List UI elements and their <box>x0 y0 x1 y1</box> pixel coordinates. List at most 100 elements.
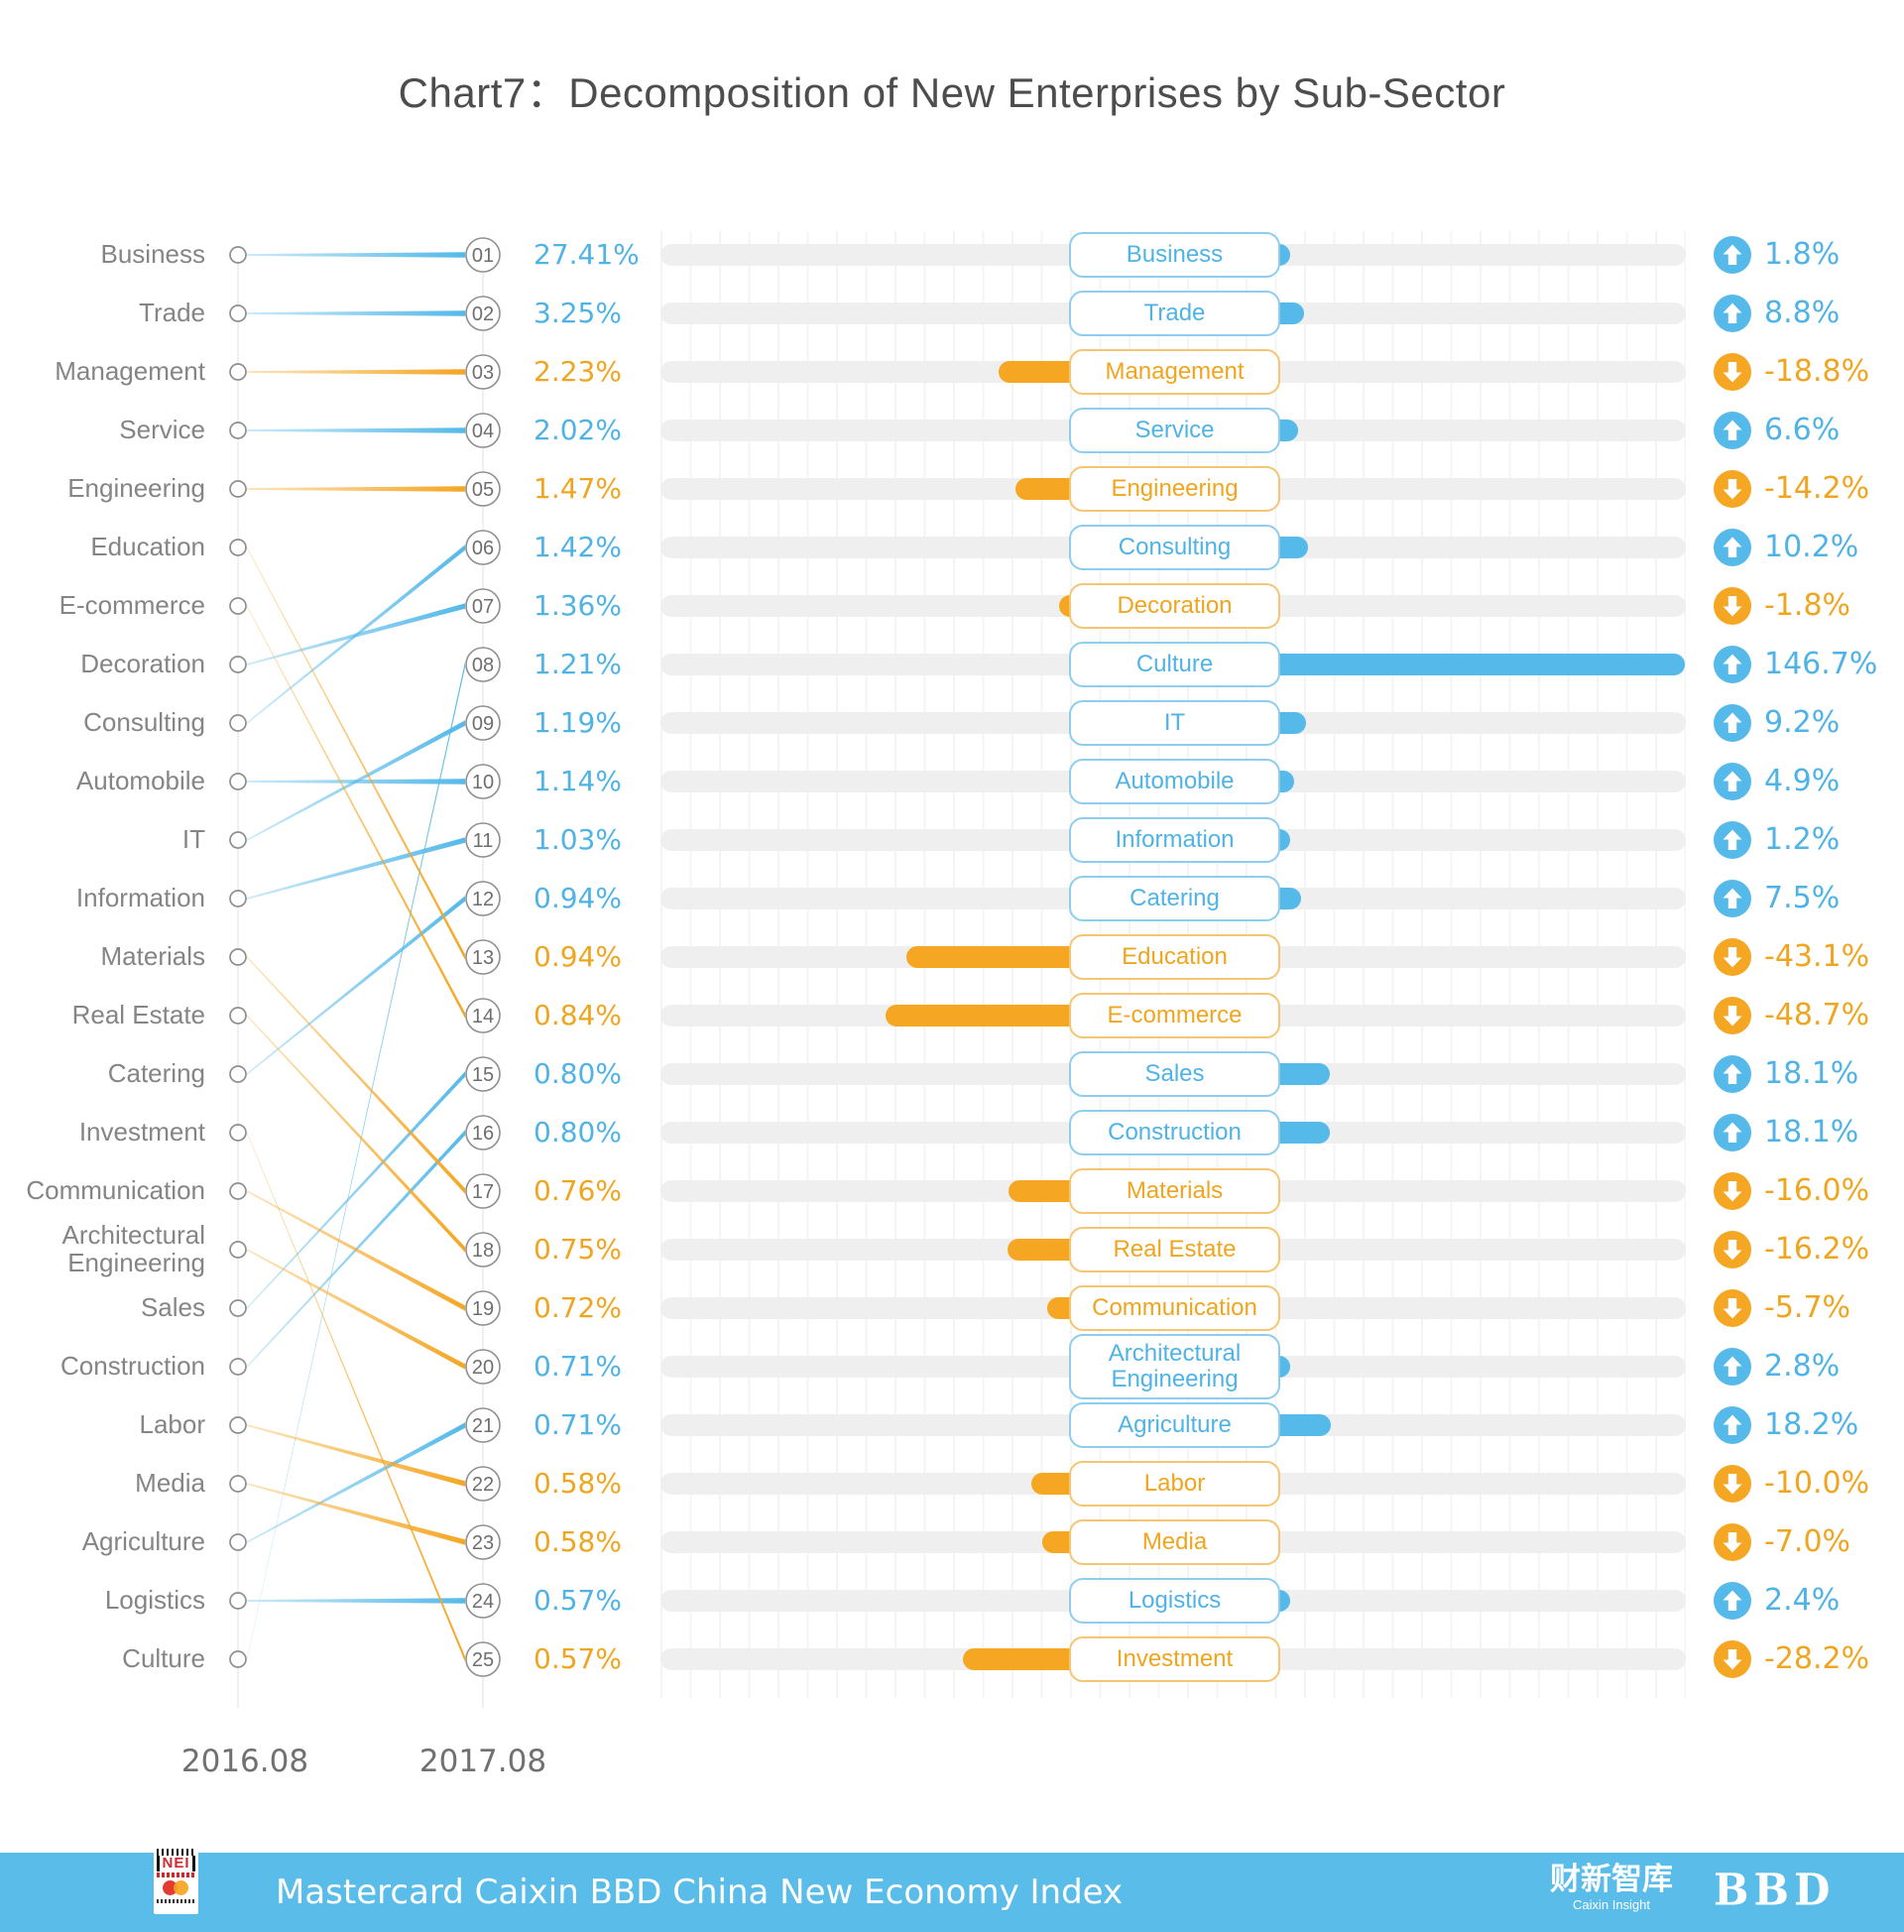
share-value: 27.41% <box>534 238 640 271</box>
change-value: 8.8% <box>1764 296 1841 330</box>
change-bar <box>1008 1239 1085 1261</box>
slope-line <box>247 1190 465 1311</box>
change-bar <box>1264 654 1685 675</box>
sector-box: Logistics <box>1069 1578 1280 1624</box>
rank-circle <box>465 354 501 390</box>
rank-circle <box>465 1524 501 1560</box>
rank-number: 10 <box>472 772 494 793</box>
left-rank-node <box>229 1650 247 1668</box>
share-value: 0.71% <box>534 1350 622 1383</box>
rank-number: 20 <box>472 1357 494 1379</box>
change-bar <box>1264 1122 1331 1144</box>
change-value: 18.2% <box>1764 1407 1859 1442</box>
arrow-down-icon <box>1714 587 1751 625</box>
rank-circle <box>465 588 501 624</box>
nei-logo: NEI <box>154 1847 198 1914</box>
rank-number: 14 <box>472 1006 494 1027</box>
share-value: 3.25% <box>534 297 622 329</box>
share-value: 0.76% <box>534 1174 622 1207</box>
sector-label-2016: Decoration <box>80 649 205 678</box>
sector-label-2016: Culture <box>122 1643 205 1673</box>
rank-number: 11 <box>473 830 494 852</box>
share-value: 1.21% <box>534 648 622 680</box>
rank-number: 06 <box>472 538 494 559</box>
change-value: 9.2% <box>1764 705 1841 740</box>
slope-line <box>247 603 465 665</box>
slope-line <box>247 605 465 1019</box>
arrow-down-icon <box>1714 1465 1751 1503</box>
change-bar <box>1264 1414 1331 1436</box>
sector-box: Agriculture <box>1069 1402 1280 1448</box>
arrow-up-icon <box>1714 1348 1751 1386</box>
nei-logo-text: NEI <box>157 1856 195 1872</box>
sector-label-2016: Engineering <box>67 473 205 503</box>
sector-box: Catering <box>1069 876 1280 921</box>
rank-number: 23 <box>472 1532 494 1554</box>
slope-line <box>247 1483 465 1545</box>
sector-label-2016: Media <box>135 1468 205 1498</box>
sector-box: Decoration <box>1069 583 1280 629</box>
change-value: 1.8% <box>1764 237 1841 272</box>
rank-number: 13 <box>472 947 494 969</box>
arrow-up-icon <box>1714 1055 1751 1093</box>
rank-number: 17 <box>472 1181 494 1203</box>
share-value: 1.47% <box>534 472 622 505</box>
nei-barcode-top <box>157 1849 195 1856</box>
sector-label-2016: Service <box>119 415 205 444</box>
rank-circle <box>465 1583 501 1619</box>
sector-box: E-commerce <box>1069 993 1280 1038</box>
slope-line <box>247 369 465 375</box>
sector-label-2016: IT <box>181 824 205 854</box>
left-rank-node <box>229 714 247 732</box>
footer-bar: NEI Mastercard Caixin BBD China New Econ… <box>0 1847 1904 1932</box>
change-value: -28.2% <box>1764 1641 1870 1676</box>
left-rank-node <box>229 480 247 498</box>
caixin-logo-zh: 财新智库 <box>1550 1862 1673 1896</box>
arrow-down-icon <box>1714 470 1751 508</box>
sector-box: Communication <box>1069 1285 1280 1331</box>
left-rank-node <box>229 948 247 966</box>
slope-line <box>247 1071 465 1309</box>
sector-label-2016: E-commerce <box>59 590 205 620</box>
rank-circle <box>465 939 501 975</box>
change-value: 2.8% <box>1764 1349 1841 1384</box>
slope-line <box>247 1132 465 1662</box>
nei-fine-print <box>157 1899 195 1903</box>
share-value: 1.42% <box>534 531 622 563</box>
share-value: 0.80% <box>534 1116 622 1148</box>
change-value: -16.0% <box>1764 1173 1870 1208</box>
sector-box: IT <box>1069 700 1280 746</box>
rank-number: 25 <box>472 1649 494 1671</box>
arrow-up-icon <box>1714 1406 1751 1444</box>
sector-box: Construction <box>1069 1110 1280 1155</box>
sector-label-2016: Business <box>100 239 206 269</box>
change-bar <box>885 1005 1085 1026</box>
rank-circle <box>465 764 501 799</box>
sector-label-2016: Information <box>75 883 205 912</box>
change-value: 7.5% <box>1764 881 1841 915</box>
arrow-up-icon <box>1714 412 1751 449</box>
change-value: -5.7% <box>1764 1290 1851 1325</box>
arrow-up-icon <box>1714 529 1751 566</box>
slope-line <box>247 1424 465 1487</box>
arrow-down-icon <box>1714 938 1751 976</box>
left-rank-node <box>229 831 247 849</box>
change-value: 6.6% <box>1764 413 1841 447</box>
share-value: 1.03% <box>534 823 622 856</box>
arrow-down-icon <box>1714 1289 1751 1327</box>
rank-circle <box>465 237 501 273</box>
arrow-down-icon <box>1714 1231 1751 1268</box>
rank-number: 07 <box>472 596 494 618</box>
left-rank-node <box>229 1182 247 1200</box>
rank-number: 03 <box>472 362 494 384</box>
rank-number: 15 <box>472 1064 494 1086</box>
sector-box: Trade <box>1069 291 1280 336</box>
rank-circle <box>465 998 501 1033</box>
change-value: 146.7% <box>1764 647 1878 681</box>
change-value: -1.8% <box>1764 588 1851 623</box>
rank-circle <box>465 471 501 507</box>
rank-number: 18 <box>472 1240 494 1262</box>
change-value: -18.8% <box>1764 354 1870 389</box>
left-rank-node <box>229 363 247 381</box>
rank-circle <box>465 1115 501 1150</box>
